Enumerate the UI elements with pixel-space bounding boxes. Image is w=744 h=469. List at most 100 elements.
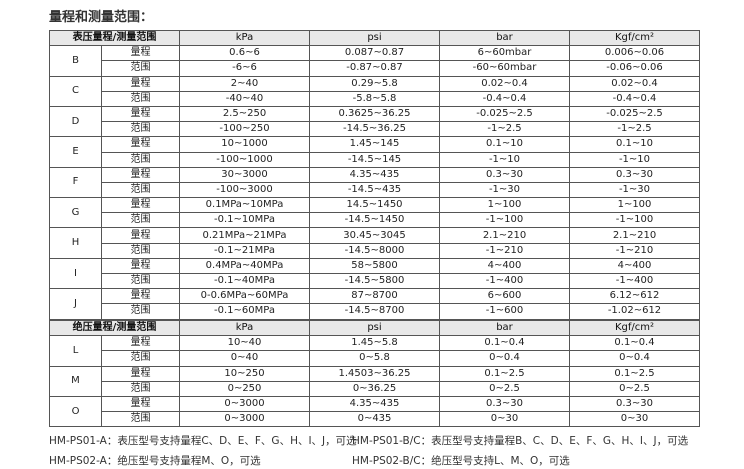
table-cell: 1~100	[569, 197, 700, 214]
table-cell: 0.087~0.87	[309, 45, 440, 62]
table-cell: 0~5.8	[309, 350, 440, 367]
table-cell: 0.21MPa~21MPa	[179, 227, 310, 244]
table-cell: 0.3~30	[569, 166, 700, 183]
row-label: 量程	[101, 166, 180, 183]
table-cell: 0.02~0.4	[569, 75, 700, 92]
table-cell: -1~30	[439, 181, 570, 199]
row-label: 范围	[101, 121, 180, 138]
row-label: 量程	[101, 288, 180, 305]
table-cell: 2.5~250	[179, 105, 310, 123]
table-cell: 0.1~2.5	[569, 365, 700, 382]
table-cell: 0~0.4	[439, 350, 570, 367]
table-cell: 6~600	[439, 288, 570, 305]
table-cell: 0~30	[439, 411, 570, 428]
table-cell: -0.87~0.87	[309, 60, 440, 77]
range-code: F	[49, 166, 102, 199]
table-cell: -1~100	[439, 212, 570, 229]
table-row: 范围 -0.1~21MPa -14.5~8000 -1~210 -1~210	[50, 242, 700, 259]
table-cell: 0~435	[309, 411, 440, 428]
table-cell: -0.025~2.5	[439, 105, 570, 123]
table-cell: -1~400	[569, 272, 700, 290]
table-cell: -0.1~40MPa	[179, 272, 310, 290]
table-cell: 0~2.5	[569, 380, 700, 397]
table-cell: 0~3000	[179, 411, 310, 428]
table-cell: 2~40	[179, 75, 310, 92]
row-label: 范围	[101, 380, 180, 397]
row-label: 量程	[101, 227, 180, 244]
table-cell: 14.5~1450	[309, 197, 440, 214]
table-cell: -14.5~145	[309, 151, 440, 168]
table-cell: 0.3~30	[439, 166, 570, 183]
table-cell: 0~2.5	[439, 380, 570, 397]
table-cell: -0.4~0.4	[439, 90, 570, 107]
note-ps02-a: HM-PS02-A：绝压型号支持量程M、O，可选	[49, 455, 261, 467]
table-cell: 0~40	[179, 350, 310, 367]
row-label: 量程	[101, 197, 180, 214]
table-cell: 0.1MPa~10MPa	[179, 197, 310, 214]
table-cell: -100~1000	[179, 151, 310, 168]
table-cell: -1~2.5	[439, 121, 570, 138]
table-cell: -100~3000	[179, 181, 310, 199]
table-cell: 0-0.6MPa~60MPa	[179, 288, 310, 305]
table-row: 范围 -40~40 -5.8~5.8 -0.4~0.4 -0.4~0.4	[50, 90, 700, 107]
table-cell: 4.35~435	[309, 166, 440, 183]
table-row: C 量程 2~40 0.29~5.8 0.02~0.4 0.02~0.4	[49, 75, 700, 107]
table-row: F 量程 30~3000 4.35~435 0.3~30 0.3~30	[49, 166, 700, 199]
table-row: G 量程 0.1MPa~10MPa 14.5~1450 1~100 1~100	[49, 197, 700, 229]
table-cell: 87~8700	[309, 288, 440, 305]
table-row: 范围 -100~250 -14.5~36.25 -1~2.5 -1~2.5	[50, 121, 700, 138]
table-cell: -6~6	[179, 60, 310, 77]
table-cell: 0.3625~36.25	[309, 105, 440, 123]
column-header: bar	[439, 319, 570, 337]
table-cell: 0.3~30	[439, 395, 570, 413]
table-row: 范围 0~40 0~5.8 0~0.4 0~0.4	[50, 350, 700, 367]
column-header: kPa	[179, 319, 310, 337]
table-cell: 6.12~612	[569, 288, 700, 305]
table-row: 范围 -100~3000 -14.5~435 -1~30 -1~30	[50, 181, 700, 199]
table-cell: 1.45~145	[309, 136, 440, 153]
table-cell: 0.1~2.5	[439, 365, 570, 382]
table-cell: -14.5~5800	[309, 272, 440, 290]
table-cell: 0.006~0.06	[569, 45, 700, 62]
table-cell: 1.4503~36.25	[309, 365, 440, 382]
note-ps01-bc: HM-PS01-B/C：表压型号支持量程B、C、D、E、F、G、H、I、J，可选	[352, 435, 689, 447]
table-cell: -60~60mbar	[439, 60, 570, 77]
note-ps02-bc: HM-PS02-B/C：绝压型号支持L、M、O，可选	[352, 455, 570, 467]
table-cell: 10~1000	[179, 136, 310, 153]
table-cell: -0.025~2.5	[569, 105, 700, 123]
table-cell: 0.6~6	[179, 45, 310, 62]
table-cell: -5.8~5.8	[309, 90, 440, 107]
range-code: E	[49, 136, 102, 168]
range-code: G	[49, 197, 102, 229]
table-cell: -1~10	[569, 151, 700, 168]
row-label: 范围	[101, 181, 180, 199]
table-cell: -1~100	[569, 212, 700, 229]
row-label: 量程	[101, 365, 180, 382]
row-label: 范围	[101, 303, 180, 320]
table-cell: -0.4~0.4	[569, 90, 700, 107]
row-label: 范围	[101, 350, 180, 367]
table-cell: 0.4MPa~40MPa	[179, 257, 310, 275]
table-cell: -14.5~8000	[309, 242, 440, 259]
table-cell: -1~400	[439, 272, 570, 290]
row-label: 范围	[101, 242, 180, 259]
table-row: 范围 0~250 0~36.25 0~2.5 0~2.5	[50, 380, 700, 397]
table-cell: 0.02~0.4	[439, 75, 570, 92]
column-header: psi	[309, 29, 440, 47]
range-code: L	[49, 335, 102, 367]
row-label: 范围	[101, 151, 180, 168]
row-label: 范围	[101, 212, 180, 229]
table-cell: -1~10	[439, 151, 570, 168]
table-cell: 1~100	[439, 197, 570, 214]
table-row: L 量程 10~40 1.45~5.8 0.1~0.4 0.1~0.4	[49, 335, 700, 367]
column-header: bar	[439, 29, 570, 47]
row-label: 范围	[101, 60, 180, 77]
table-row: E 量程 10~1000 1.45~145 0.1~10 0.1~10	[49, 136, 700, 168]
table-cell: -0.1~21MPa	[179, 242, 310, 259]
header-row: 表压量程/测量范围 kPa psi bar Kgf/cm²	[49, 29, 700, 47]
table-cell: 30~3000	[179, 166, 310, 183]
table-row: I 量程 0.4MPa~40MPa 58~5800 4~400 4~400	[49, 257, 700, 290]
table-cell: -1~600	[439, 303, 570, 320]
range-code: O	[49, 395, 102, 428]
table-cell: -14.5~435	[309, 181, 440, 199]
